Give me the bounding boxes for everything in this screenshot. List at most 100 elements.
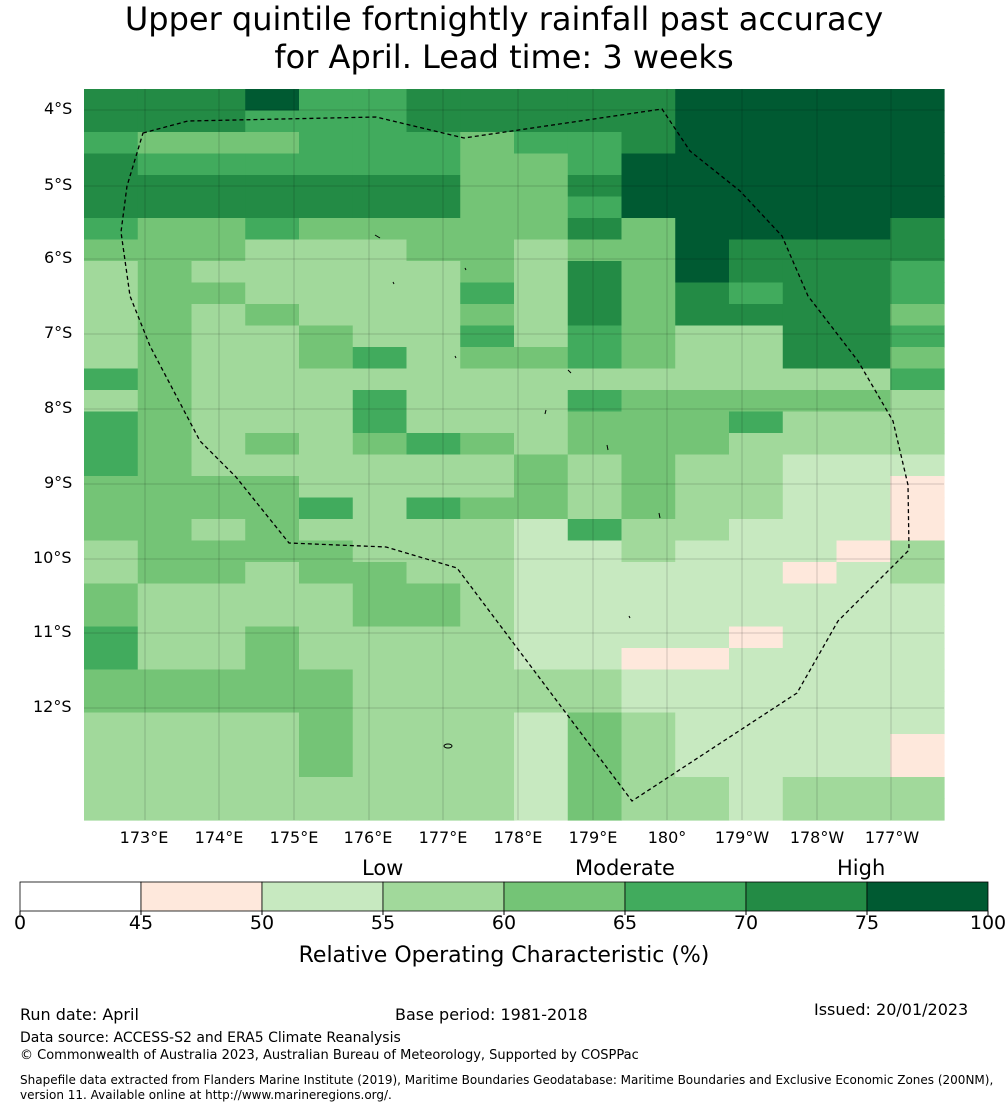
grid-cell xyxy=(890,476,945,499)
grid-cell xyxy=(782,648,838,671)
grid-cell xyxy=(675,583,730,606)
grid-cell xyxy=(675,390,730,413)
grid-cell xyxy=(299,476,354,499)
colorbar xyxy=(19,881,989,915)
grid-cell xyxy=(352,132,408,155)
grid-cell xyxy=(514,712,569,735)
grid-cell xyxy=(406,175,461,198)
grid-cell xyxy=(890,454,945,477)
shapefile-credit-line-2: version 11. Available online at http://w… xyxy=(20,1088,392,1102)
grid-cell xyxy=(675,239,730,262)
grid-cell xyxy=(890,239,945,262)
grid-cell xyxy=(352,196,408,219)
grid-cell xyxy=(299,519,354,542)
grid-cell xyxy=(621,261,676,284)
grid-cell xyxy=(137,691,193,714)
grid-cell xyxy=(460,433,515,456)
grid-cell xyxy=(406,712,461,735)
grid-cell xyxy=(406,583,461,606)
grid-cell xyxy=(514,562,569,585)
grid-cell xyxy=(137,669,193,692)
grid-cell xyxy=(84,390,139,413)
grid-cell xyxy=(352,390,408,413)
grid-cell xyxy=(191,540,246,563)
grid-cell xyxy=(567,282,623,305)
grid-cell xyxy=(782,583,838,606)
grid-cell xyxy=(890,583,945,606)
island xyxy=(628,615,631,619)
grid-cell xyxy=(621,798,676,821)
grid-cell xyxy=(406,605,461,628)
grid-cell xyxy=(191,562,246,585)
grid-cell xyxy=(299,734,354,757)
grid-cell xyxy=(621,626,676,649)
grid-cell xyxy=(245,691,300,714)
grid-cell xyxy=(245,89,300,112)
grid-cell xyxy=(890,605,945,628)
grid-cell xyxy=(137,368,193,391)
grid-cell xyxy=(729,368,784,391)
lon-label: 179°E xyxy=(568,828,618,847)
grid-cell xyxy=(191,132,246,155)
grid-cell xyxy=(137,476,193,499)
grid-cell xyxy=(729,347,784,370)
grid-cell xyxy=(137,648,193,671)
grid-cell xyxy=(352,605,408,628)
grid-cell xyxy=(675,691,730,714)
grid-cell xyxy=(729,153,784,176)
grid-cell xyxy=(836,605,891,628)
grid-cell xyxy=(137,153,193,176)
grid-cell xyxy=(514,691,569,714)
grid-cell xyxy=(191,734,246,757)
grid-cell xyxy=(567,734,623,757)
grid-cell xyxy=(191,712,246,735)
grid-cell xyxy=(191,218,246,241)
grid-cell xyxy=(621,239,676,262)
grid-cell xyxy=(675,196,730,219)
grid-cell xyxy=(729,734,784,757)
grid-cell xyxy=(84,282,139,305)
lat-label: 11°S xyxy=(33,622,72,641)
grid-cell xyxy=(675,411,730,434)
grid-cell xyxy=(191,89,246,112)
grid-cell xyxy=(836,540,891,563)
grid-cell xyxy=(514,626,569,649)
grid-cell xyxy=(567,261,623,284)
grid-cell xyxy=(191,325,246,348)
grid-cell xyxy=(836,433,891,456)
grid-cell xyxy=(84,218,139,241)
grid-cell xyxy=(890,304,945,327)
grid-cell xyxy=(191,368,246,391)
grid-cell xyxy=(84,648,139,671)
grid-cell xyxy=(675,669,730,692)
grid-cell xyxy=(836,777,891,800)
grid-cell xyxy=(514,196,569,219)
grid-cell xyxy=(84,691,139,714)
shapefile-credit-line-1: Shapefile data extracted from Flanders M… xyxy=(20,1073,994,1087)
grid-cell xyxy=(675,626,730,649)
grid-cell xyxy=(782,411,838,434)
grid-cell xyxy=(514,153,569,176)
grid-cell xyxy=(782,476,838,499)
grid-cell xyxy=(567,476,623,499)
grid-cell xyxy=(675,325,730,348)
grid-cell xyxy=(406,390,461,413)
grid-cell xyxy=(890,540,945,563)
grid-cell xyxy=(836,347,891,370)
grid-cell xyxy=(567,777,623,800)
grid-cell xyxy=(299,497,354,520)
grid-cell xyxy=(191,411,246,434)
grid-cell xyxy=(137,583,193,606)
grid-cell xyxy=(84,304,139,327)
grid-cell xyxy=(299,325,354,348)
grid-cell xyxy=(191,691,246,714)
grid-cell xyxy=(567,89,623,112)
grid-cell xyxy=(299,626,354,649)
grid-cell xyxy=(406,798,461,821)
island xyxy=(567,369,572,374)
grid-cell xyxy=(621,540,676,563)
grid-cell xyxy=(621,110,676,133)
grid-cell xyxy=(245,175,300,198)
grid-cell xyxy=(137,347,193,370)
grid-cell xyxy=(621,368,676,391)
